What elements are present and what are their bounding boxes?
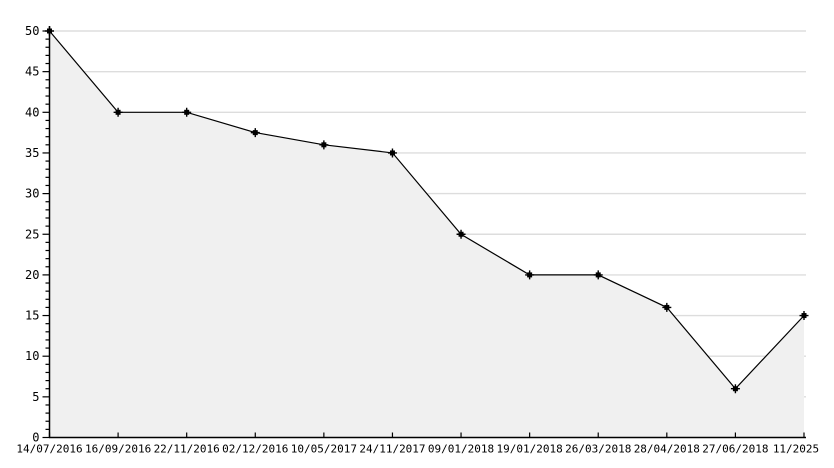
data-point-marker-spikes [662,302,672,312]
y-axis-tick-label: 45 [25,65,39,79]
data-point-marker-spikes [456,229,466,239]
y-axis-tick-label: 15 [25,309,39,323]
data-point-marker-spikes [730,384,740,394]
x-axis-date-label: 16/09/2016 [85,443,151,456]
data-point-marker-spikes [319,140,329,150]
y-axis-tick-label: 30 [25,187,39,201]
y-axis-tick-label: 5 [32,390,39,404]
data-point-marker-spikes [593,270,603,280]
y-axis-tick-label: 25 [25,227,39,241]
data-point-marker-spikes [525,270,535,280]
x-axis-date-label: 24/11/2017 [359,443,425,456]
y-axis-tick-label: 20 [25,268,39,282]
data-point-marker-spikes [387,148,397,158]
y-axis-tick-label: 10 [25,349,39,363]
x-axis-date-label: 22/11/2016 [154,443,220,456]
y-axis-tick-label: 35 [25,146,39,160]
x-axis-date-label: 09/01/2018 [428,443,494,456]
data-point-marker-spikes [250,128,260,138]
x-axis-date-label: 27/06/2018 [702,443,768,456]
y-axis-tick-label: 40 [25,105,39,119]
area-fill [49,31,804,438]
data-line [49,30,805,390]
x-axis-date-label: 14/07/2016 [16,443,82,456]
y-axis-tick-label: 50 [25,24,39,38]
x-axis-date-label: 02/12/2016 [222,443,288,456]
x-axis-date-label: 10/05/2017 [291,443,357,456]
x-axis-date-label: 19/01/2018 [497,443,563,456]
x-axis-date-label: 28/04/2018 [634,443,700,456]
data-point-marker-spikes [113,107,123,117]
y-axis-tick-label: 0 [32,431,39,445]
data-point-marker-spikes [182,107,192,117]
data-point-marker-spikes [799,311,809,321]
x-axis-date-label: 26/03/2018 [565,443,631,456]
x-axis-date-label: 11/2025 [773,443,819,456]
